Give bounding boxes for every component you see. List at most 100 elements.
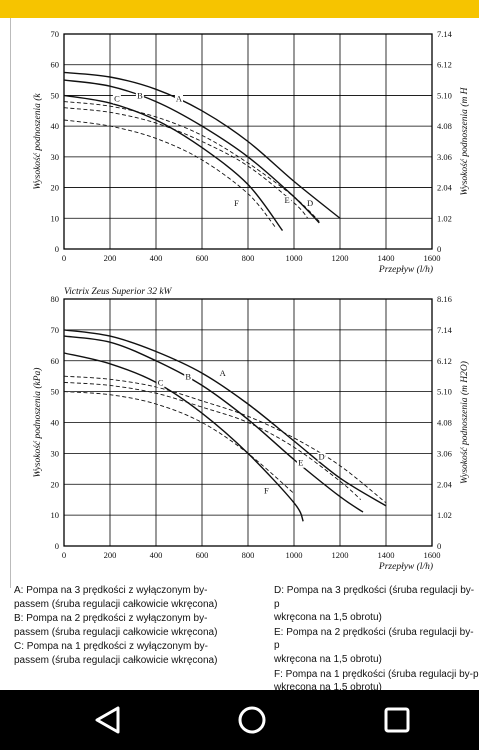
- legend-right-column: D: Pompa na 3 prędkości (śruba regulacji…: [274, 584, 479, 696]
- curve-label-f: F: [234, 198, 239, 208]
- y-right-tick-label: 2.04: [437, 183, 453, 193]
- y-tick-label: 10: [51, 213, 60, 223]
- y-tick-label: 70: [51, 325, 60, 335]
- series-line-f: [63, 119, 276, 228]
- x-tick-label: 600: [196, 550, 209, 560]
- x-tick-label: 800: [242, 550, 255, 560]
- series-line-e: [63, 107, 309, 219]
- y-tick-label: 60: [51, 356, 60, 366]
- y-tick-label: 20: [51, 479, 60, 489]
- y-axis-label-right: Wysokość podnoszenia (m H2O): [459, 361, 470, 484]
- page-left-margin: [0, 18, 11, 588]
- y-tick-label: 80: [51, 294, 60, 304]
- y-right-tick-label: 5.10: [437, 387, 452, 397]
- curve-label-a: A: [220, 368, 227, 378]
- x-tick-label: 600: [196, 253, 209, 263]
- x-axis-label: Przepływ (l/h): [378, 561, 433, 572]
- x-tick-label: 1200: [332, 550, 349, 560]
- series-line-c: [63, 94, 284, 232]
- y-right-tick-label: 6.12: [437, 356, 452, 366]
- y-right-tick-label: 3.06: [437, 152, 452, 162]
- x-tick-label: 1600: [424, 253, 441, 263]
- y-tick-label: 0: [55, 244, 59, 254]
- y-right-tick-label: 4.08: [437, 121, 452, 131]
- y-right-tick-label: 7.14: [437, 325, 453, 335]
- x-tick-label: 800: [242, 253, 255, 263]
- x-tick-label: 1200: [332, 253, 349, 263]
- series-line-d: [63, 101, 320, 222]
- curve-label-c: C: [158, 377, 164, 387]
- curve-label-bg: [262, 486, 271, 496]
- curve-label-bg: [317, 452, 326, 462]
- curve-label-e: E: [284, 195, 289, 205]
- curve-label-b: B: [137, 91, 143, 101]
- plot-frame: [63, 33, 433, 250]
- y-tick-label: 70: [51, 29, 60, 39]
- curve-label-bg: [156, 378, 165, 388]
- series-line-e: [63, 381, 362, 501]
- y-tick-label: 40: [51, 121, 60, 131]
- series-line-a: [63, 329, 387, 507]
- y-right-tick-label: 6.12: [437, 60, 452, 70]
- curve-label-bg: [296, 458, 305, 468]
- recent-apps-icon[interactable]: [381, 704, 413, 736]
- curve-label-d: D: [319, 452, 325, 462]
- series-line-f: [63, 391, 295, 494]
- curve-label-bg: [283, 195, 292, 205]
- back-icon[interactable]: [92, 704, 124, 736]
- y-right-tick-label: 2.04: [437, 479, 453, 489]
- chart-title: Victrix Zeus Superior 32 kW: [64, 287, 173, 297]
- x-tick-label: 200: [104, 253, 117, 263]
- y-tick-label: 40: [51, 418, 60, 428]
- x-tick-label: 0: [62, 253, 66, 263]
- series-line-a: [63, 71, 341, 219]
- y-tick-label: 0: [55, 541, 59, 551]
- curve-label-bg: [112, 94, 121, 104]
- y-right-tick-label: 5.10: [437, 90, 452, 100]
- x-tick-label: 400: [150, 550, 163, 560]
- y-tick-label: 30: [51, 152, 60, 162]
- y-tick-label: 50: [51, 90, 60, 100]
- legend-left-column: A: Pompa na 3 prędkości z wyłączonym by-…: [14, 584, 264, 669]
- app-header-strip: [0, 0, 479, 18]
- y-right-tick-label: 3.06: [437, 448, 452, 458]
- series-line-b: [63, 335, 364, 513]
- y-right-tick-label: 1.02: [437, 510, 452, 520]
- curve-label-bg: [218, 369, 227, 379]
- x-tick-label: 1000: [286, 253, 303, 263]
- y-right-tick-label: 7.14: [437, 29, 453, 39]
- x-tick-label: 1600: [424, 550, 441, 560]
- x-tick-label: 1400: [378, 253, 395, 263]
- x-tick-label: 200: [104, 550, 117, 560]
- y-tick-label: 30: [51, 448, 60, 458]
- series-line-c: [63, 352, 304, 522]
- curve-label-d: D: [307, 198, 313, 208]
- curve-label-e: E: [298, 458, 303, 468]
- y-right-tick-label: 0: [437, 541, 441, 551]
- series-line-d: [63, 375, 387, 504]
- curve-label-a: A: [176, 94, 183, 104]
- legend-item-d: D: Pompa na 3 prędkości (śruba regulacji…: [274, 585, 475, 624]
- x-tick-label: 0: [62, 550, 66, 560]
- plot-frame: [63, 298, 433, 547]
- legend-item-f: F: Pompa na 1 prędkości (śruba regulacji…: [274, 668, 479, 694]
- curve-label-bg: [135, 91, 144, 101]
- y-tick-label: 10: [51, 510, 60, 520]
- home-icon[interactable]: [236, 704, 268, 736]
- legend-item-c: C: Pompa na 1 prędkości z wyłączonym by-…: [14, 641, 218, 666]
- x-axis-label: Przepływ (l/h): [378, 264, 433, 275]
- curve-label-b: B: [185, 371, 191, 381]
- y-tick-label: 20: [51, 183, 60, 193]
- x-tick-label: 1000: [286, 550, 303, 560]
- curve-label-bg: [306, 199, 315, 208]
- x-tick-label: 400: [150, 253, 163, 263]
- curve-label-bg: [232, 199, 241, 208]
- curve-label-bg: [175, 94, 183, 104]
- y-axis-label: Wysokość podnoszenia (kPa): [32, 368, 43, 478]
- y-right-tick-label: 4.08: [437, 418, 452, 428]
- legend: A: Pompa na 3 prędkości z wyłączonym by-…: [12, 584, 479, 693]
- y-tick-label: 60: [51, 60, 60, 70]
